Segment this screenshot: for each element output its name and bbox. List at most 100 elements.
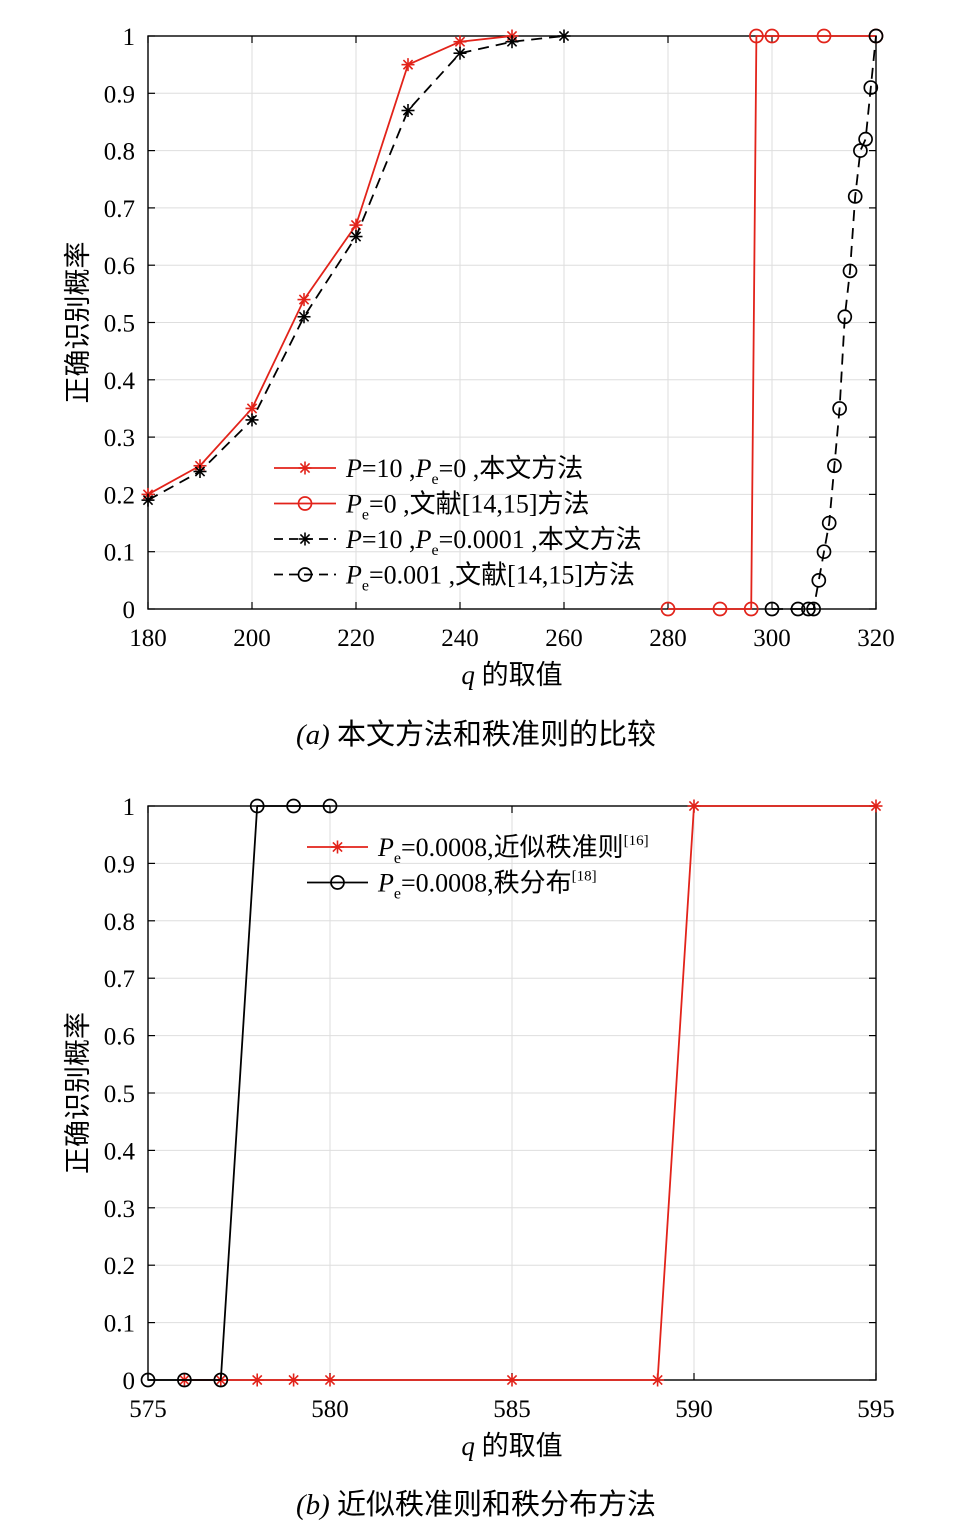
y-tick-label: 0.1 bbox=[104, 1311, 135, 1338]
data-point bbox=[140, 1372, 156, 1388]
x-tick-label: 200 bbox=[233, 625, 271, 652]
y-tick-label: 0.8 bbox=[104, 909, 135, 936]
x-tick-label: 575 bbox=[129, 1396, 167, 1423]
series-3 bbox=[141, 29, 571, 507]
text-part: 的取值 bbox=[475, 1431, 563, 1461]
y-tick-label: 0.3 bbox=[104, 425, 135, 452]
asterisk-marker-stroke bbox=[324, 1374, 336, 1386]
text-part: P bbox=[345, 490, 362, 519]
text-part: e bbox=[394, 886, 401, 903]
asterisk-marker-stroke bbox=[454, 36, 466, 47]
text-part: =0 ,文献[14,15]方法 bbox=[369, 490, 589, 519]
text-part: (a) bbox=[296, 719, 330, 751]
series-line bbox=[147, 35, 513, 496]
asterisk-marker-stroke bbox=[142, 494, 154, 506]
y-tick-label: 0.2 bbox=[104, 482, 135, 509]
y-tick-label: 0.5 bbox=[104, 311, 135, 338]
text-part: =0.001 ,文献[14,15]方法 bbox=[369, 561, 635, 590]
text-part: P bbox=[415, 525, 432, 554]
circle-marker bbox=[330, 875, 345, 890]
legend-entry-1: Pe=0.0008,近似秩准则[16] bbox=[307, 833, 649, 867]
text-part: [18] bbox=[572, 869, 597, 885]
data-point bbox=[401, 103, 415, 117]
text-part: P bbox=[377, 833, 394, 862]
data-point bbox=[821, 515, 837, 531]
text-part: =10 , bbox=[362, 525, 416, 554]
y-tick-label: 1 bbox=[123, 24, 136, 51]
asterisk-marker-stroke bbox=[870, 800, 882, 812]
data-point bbox=[453, 35, 467, 49]
asterisk-marker-stroke bbox=[652, 1374, 663, 1386]
data-point bbox=[322, 798, 338, 814]
data-point bbox=[177, 1372, 192, 1388]
data-point bbox=[245, 401, 259, 415]
data-point bbox=[505, 1373, 519, 1387]
circle-marker bbox=[837, 309, 853, 325]
data-point bbox=[250, 1373, 264, 1387]
asterisk-marker-stroke bbox=[299, 533, 311, 545]
text-part: =0.0008,近似秩准则 bbox=[401, 833, 624, 862]
legend-entry-2: Pe=0.0008,秩分布[18] bbox=[307, 869, 597, 903]
circle-marker bbox=[743, 601, 759, 617]
series-2 bbox=[140, 798, 338, 1388]
text-part: e bbox=[431, 542, 438, 559]
circle-marker bbox=[816, 28, 832, 44]
data-point bbox=[349, 218, 363, 232]
y-tick-label: 0.6 bbox=[104, 1024, 135, 1051]
data-point bbox=[743, 601, 759, 617]
data-point bbox=[401, 58, 415, 72]
x-axis-label: q 的取值 bbox=[461, 1431, 562, 1461]
circle-marker bbox=[764, 28, 780, 44]
data-point bbox=[837, 309, 853, 325]
series-1 bbox=[141, 29, 519, 501]
text-part: =10 , bbox=[362, 454, 416, 483]
circle-marker bbox=[868, 28, 884, 44]
text-part: q bbox=[461, 1431, 475, 1461]
data-point bbox=[286, 798, 301, 814]
text-part: =0.0001 ,本文方法 bbox=[439, 525, 642, 554]
circle-marker bbox=[827, 458, 842, 474]
x-tick-label: 280 bbox=[649, 625, 687, 652]
text-part: e bbox=[394, 850, 401, 867]
circle-marker bbox=[764, 601, 780, 617]
y-tick-label: 1 bbox=[123, 794, 136, 821]
data-point bbox=[297, 293, 311, 307]
chart-a: 180 200 220 240 260 280 300 320 0 0.1 0.2 0.3 0.4 0.5… bbox=[63, 24, 895, 751]
y-tick-label: 0.7 bbox=[104, 196, 135, 223]
legend-swatch-marker bbox=[331, 840, 344, 854]
legend-swatch-marker bbox=[297, 496, 313, 511]
data-point bbox=[651, 1373, 665, 1387]
y-tick-label: 0.9 bbox=[104, 81, 135, 108]
y-tick-label: 0.2 bbox=[104, 1253, 135, 1280]
legend-label: Pe=0 ,文献[14,15]方法 bbox=[345, 490, 589, 524]
legend-entry-2: Pe=0 ,文献[14,15]方法 bbox=[274, 490, 589, 524]
asterisk-marker-stroke bbox=[558, 30, 570, 42]
text-part: e bbox=[362, 578, 369, 595]
text-part: (b) bbox=[296, 1489, 330, 1521]
text-part: 近似秩准则和秩分布方法 bbox=[330, 1488, 656, 1521]
figure-caption: (a) 本文方法和秩准则的比较 bbox=[296, 718, 656, 751]
data-point bbox=[213, 1372, 229, 1388]
text-part: =0 ,本文方法 bbox=[439, 454, 584, 483]
legend-label: Pe=0.0008,秩分布[18] bbox=[377, 869, 597, 903]
text-part: e bbox=[362, 507, 369, 524]
asterisk-marker-stroke bbox=[298, 294, 310, 305]
x-tick-label: 180 bbox=[129, 625, 167, 652]
asterisk-marker-stroke bbox=[194, 466, 206, 477]
circle-marker bbox=[297, 567, 313, 582]
circle-marker bbox=[816, 544, 832, 560]
text-part: 的取值 bbox=[475, 660, 563, 690]
legend-label: P=10 ,Pe=0.0001 ,本文方法 bbox=[345, 525, 642, 559]
x-axis-label: q 的取值 bbox=[461, 660, 562, 690]
text-part: P bbox=[345, 525, 362, 554]
circle-marker bbox=[140, 1372, 156, 1388]
circle-marker bbox=[806, 601, 821, 617]
text-part: P bbox=[415, 454, 432, 483]
legend-label: Pe=0.0008,近似秩准则[16] bbox=[377, 833, 649, 867]
data-point bbox=[847, 189, 863, 204]
circle-marker bbox=[801, 601, 816, 617]
legend-entry-4: Pe=0.001 ,文献[14,15]方法 bbox=[274, 561, 635, 595]
data-point bbox=[811, 572, 827, 588]
series-4 bbox=[764, 28, 884, 617]
